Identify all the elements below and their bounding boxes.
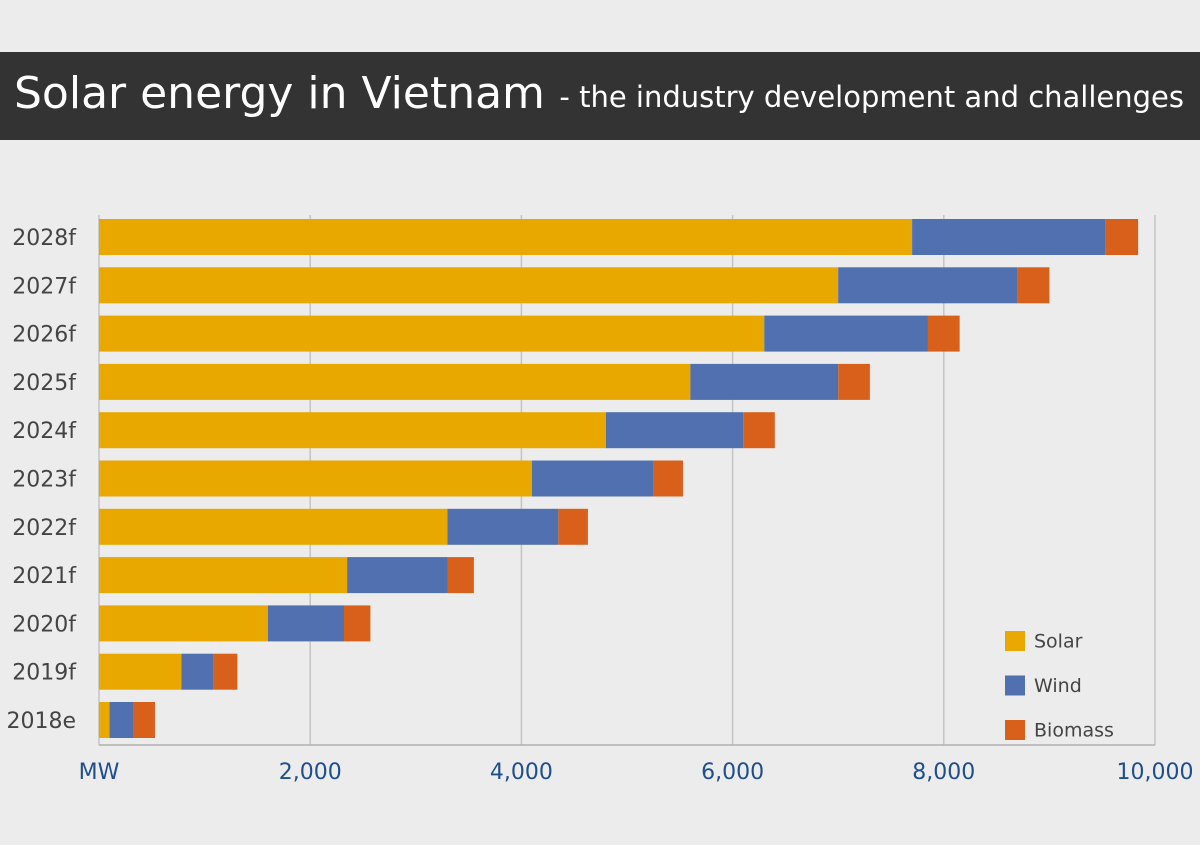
x-tick-label: 10,000 [1117, 760, 1194, 785]
chart-subtitle: - the industry development and challenge… [559, 80, 1184, 114]
bar-segment [838, 267, 1018, 304]
bar-segment [109, 702, 134, 738]
bar-segment [99, 460, 532, 497]
bar-segment [99, 702, 110, 738]
bar-segment [133, 702, 155, 738]
y-tick-label: 2025f [12, 371, 77, 396]
bar-segment [99, 508, 448, 545]
y-tick-label: 2026f [12, 323, 77, 348]
bar-segment [99, 412, 606, 449]
y-tick-label: 2022f [12, 516, 77, 541]
y-tick-label: 2021f [12, 564, 77, 589]
x-tick-label: MW [79, 760, 120, 785]
x-tick-label: 6,000 [701, 760, 764, 785]
bar-segment [927, 315, 960, 352]
bar-segment [838, 363, 870, 400]
bar-segment [690, 363, 839, 400]
bar-segment [347, 557, 448, 594]
bar-segment [1105, 219, 1139, 255]
y-tick-label: 2019f [12, 661, 77, 686]
legend-label: Solar [1034, 631, 1083, 653]
bar-segment [447, 557, 474, 594]
y-tick-label: 2024f [12, 419, 77, 444]
y-tick-label: 2027f [12, 274, 77, 299]
bar-segment [912, 219, 1106, 255]
y-tick-label: 2018e [6, 709, 76, 734]
bar-segment [764, 315, 928, 352]
legend-swatch [1005, 675, 1025, 696]
y-tick-label: 2028f [12, 226, 77, 251]
title-banner [0, 52, 1200, 140]
bar-segment [99, 557, 348, 594]
bar-segment [1017, 267, 1050, 304]
bar-segment [558, 508, 588, 545]
x-tick-label: 2,000 [279, 760, 342, 785]
bar-segment [181, 653, 214, 690]
y-tick-label: 2020f [12, 612, 77, 637]
bar-segment [267, 605, 344, 642]
bar-segment [99, 219, 913, 255]
legend-swatch [1005, 720, 1025, 740]
bar-segment [99, 605, 268, 642]
y-tick-label: 2023f [12, 468, 77, 493]
legend-swatch [1005, 631, 1025, 651]
bar-segment [447, 508, 559, 545]
plot-area: MW 2,000 4,000 6,000 8,000 10,000 2028f 2027f 20… [6, 215, 1193, 785]
bar-segment [531, 460, 654, 497]
bar-segment [213, 653, 238, 690]
bar-segment [99, 315, 765, 352]
bar-segment [99, 267, 839, 304]
legend-label: Biomass [1034, 720, 1114, 742]
x-tick-label: 8,000 [912, 760, 975, 785]
bar-segment [653, 460, 683, 497]
chart-title: Solar energy in Vietnam [14, 68, 545, 119]
bar-segment [605, 412, 744, 449]
bar-segment [743, 412, 775, 449]
x-tick-label: 4,000 [490, 760, 553, 785]
bar-segment [99, 653, 182, 690]
bar-segment [343, 605, 371, 642]
bar-segment [99, 363, 691, 400]
legend-label: Wind [1034, 675, 1082, 697]
